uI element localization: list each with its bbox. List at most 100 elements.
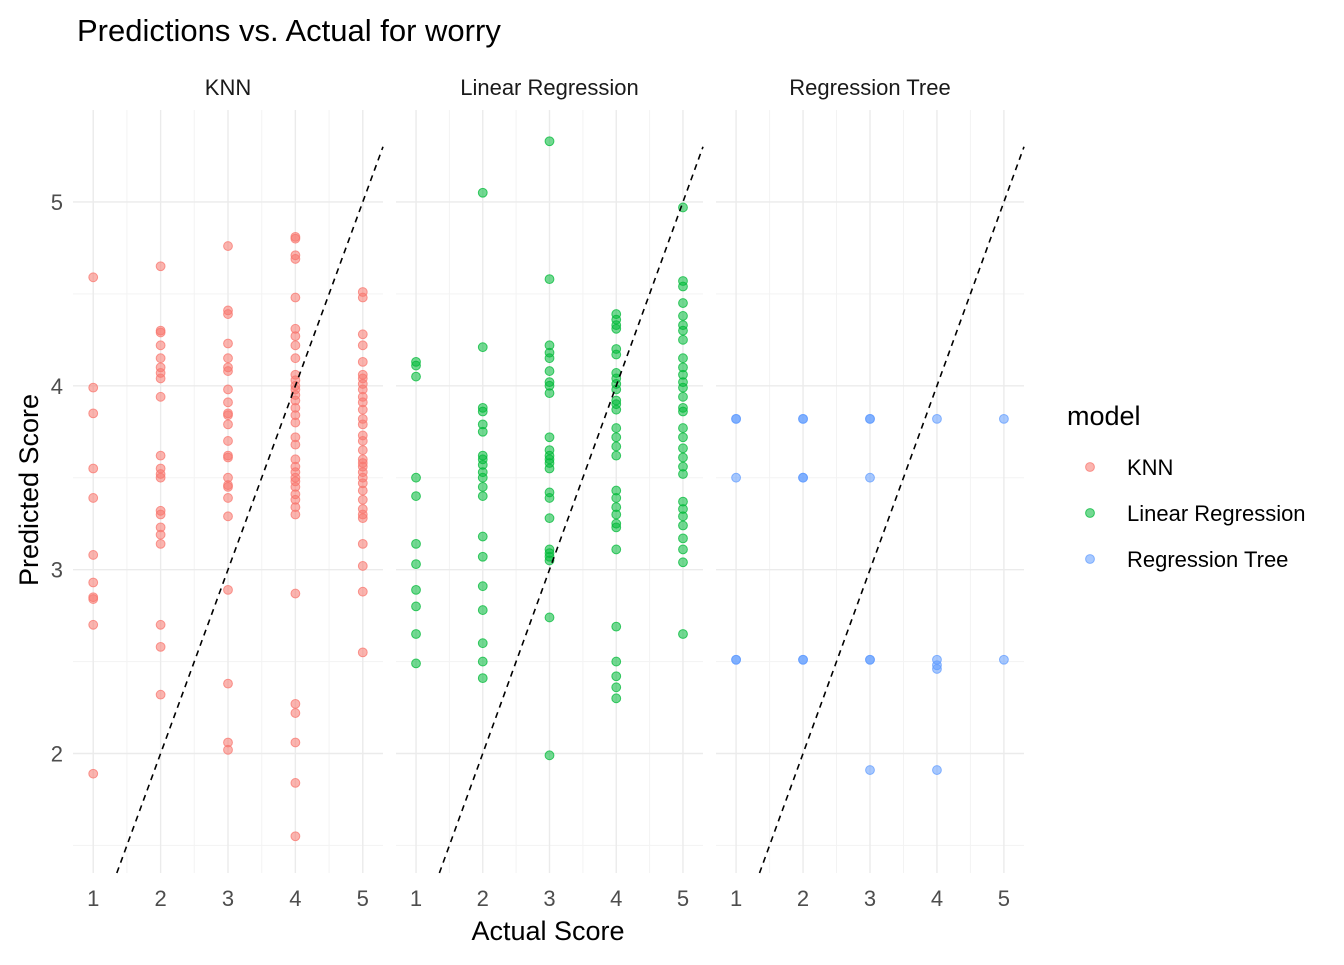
data-point	[223, 410, 233, 421]
data-point	[357, 647, 368, 658]
data-point	[223, 584, 233, 595]
reference-line	[438, 146, 704, 874]
legend-item-regression-tree: Regression Tree	[1085, 547, 1288, 572]
data-point	[865, 765, 875, 775]
legend-label: Linear Regression	[1127, 501, 1306, 526]
data-point	[155, 353, 166, 364]
x-tick-label: 1	[730, 886, 742, 911]
data-point	[678, 452, 688, 463]
data-point	[290, 292, 301, 303]
data-point	[155, 509, 166, 520]
y-tick-label: 3	[51, 558, 63, 583]
data-point	[999, 654, 1009, 665]
data-point	[611, 349, 622, 360]
data-point	[611, 693, 622, 704]
data-point	[477, 406, 488, 417]
data-point	[611, 441, 622, 452]
data-point	[678, 311, 688, 321]
data-point	[155, 340, 166, 351]
data-point	[223, 384, 233, 395]
y-tick-label: 2	[51, 741, 63, 766]
data-point	[932, 765, 942, 775]
data-point	[290, 708, 301, 718]
data-point	[611, 493, 622, 503]
data-point	[678, 382, 688, 393]
data-point	[678, 325, 688, 336]
data-point	[477, 638, 488, 649]
data-point	[357, 292, 368, 303]
data-point	[223, 241, 233, 251]
reference-line	[758, 146, 1025, 874]
data-point	[357, 586, 368, 597]
data-point	[290, 778, 301, 788]
data-point	[88, 382, 99, 393]
data-point	[411, 371, 421, 382]
data-point	[678, 432, 688, 443]
data-point	[544, 274, 555, 285]
data-point	[357, 356, 368, 367]
data-point	[678, 391, 688, 402]
data-point	[155, 472, 166, 483]
panel-knn: KNN 1 2 3 4 5	[73, 75, 384, 911]
data-point	[411, 584, 421, 595]
data-point	[678, 406, 688, 417]
data-point	[731, 472, 741, 483]
data-point	[544, 463, 555, 474]
data-point	[223, 452, 233, 463]
data-point	[411, 629, 421, 639]
data-point	[357, 561, 368, 571]
data-point	[544, 750, 555, 761]
data-point	[611, 450, 622, 461]
reference-line	[116, 146, 384, 874]
data-point	[357, 513, 368, 524]
facet-strip-label: KNN	[205, 75, 251, 100]
data-point	[731, 413, 741, 424]
x-tick-label: 4	[931, 886, 943, 911]
data-point	[544, 353, 555, 364]
legend-title: model	[1067, 401, 1141, 431]
data-point	[411, 360, 421, 371]
data-point	[477, 342, 488, 353]
data-point	[88, 768, 99, 779]
data-point	[290, 509, 301, 520]
data-point	[290, 417, 301, 428]
data-point	[290, 588, 301, 599]
data-point	[357, 419, 368, 430]
data-point	[290, 254, 301, 264]
data-point	[357, 340, 368, 351]
data-point	[678, 544, 688, 555]
x-tick-label: 5	[677, 886, 689, 911]
x-tick-label: 5	[998, 886, 1010, 911]
data-point	[223, 678, 233, 689]
data-point	[411, 559, 421, 570]
data-point	[678, 443, 688, 454]
data-point	[865, 413, 875, 424]
data-point	[477, 605, 488, 615]
data-point	[223, 366, 233, 376]
data-point	[223, 338, 233, 349]
data-point	[678, 557, 688, 568]
data-point	[155, 450, 166, 461]
data-point	[357, 538, 368, 549]
data-point	[357, 485, 368, 496]
legend-item-linear-regression: Linear Regression	[1085, 501, 1306, 526]
data-point	[611, 423, 622, 433]
data-point	[544, 136, 555, 147]
data-point	[357, 445, 368, 456]
legend-marker	[1085, 554, 1095, 564]
data-point	[88, 550, 99, 560]
data-point	[544, 513, 555, 524]
data-point	[544, 612, 555, 623]
data-point	[477, 581, 488, 592]
data-point	[865, 472, 875, 483]
data-point	[611, 656, 622, 667]
panel-linear-regression: Linear Regression 1 2 3 4 5	[396, 75, 704, 911]
data-point	[290, 831, 301, 842]
data-point	[290, 439, 301, 450]
y-tick-label: 4	[51, 374, 63, 399]
data-point	[290, 340, 301, 351]
data-point	[155, 327, 166, 338]
data-point	[223, 493, 233, 503]
data-point	[411, 491, 421, 501]
